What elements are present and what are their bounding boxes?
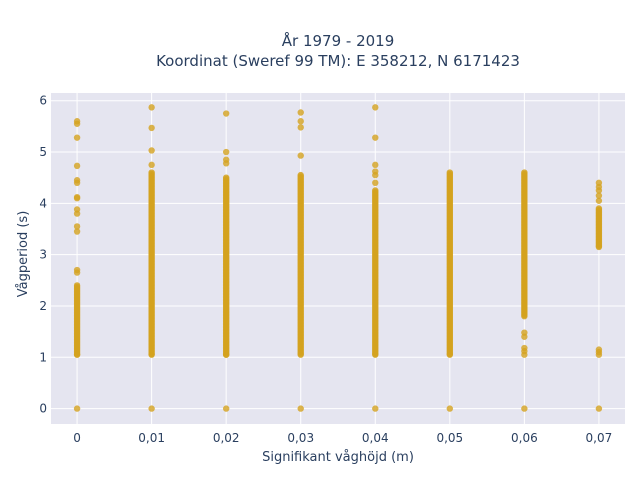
data-point [595,179,603,187]
x-tick-label: 0 [73,431,81,445]
data-point [222,148,230,156]
data-point [595,197,603,204]
x-tick-label: 0,06 [511,431,538,445]
y-axis-title: Vågperiod (s) [16,211,31,298]
data-point [372,104,379,111]
data-point [297,109,304,116]
data-point [372,161,379,169]
chart-title-line2: Koordinat (Sweref 99 TM): E 358212, N 61… [156,52,520,70]
data-point [222,405,230,412]
data-point [446,351,454,358]
data-point [521,313,528,320]
data-point [595,405,603,412]
data-point [222,351,230,358]
data-point [73,351,81,358]
data-point [297,124,304,131]
data-point [446,405,454,412]
data-point [372,405,379,412]
data-point [372,179,379,187]
data-point [521,405,528,412]
data-point [73,118,81,125]
x-tick-label: 0,05 [436,431,463,445]
x-tick-label: 0,02 [213,431,240,445]
data-point [148,124,155,132]
data-point [521,344,528,352]
data-points [73,104,603,412]
data-point [297,351,304,358]
data-point [297,152,304,159]
x-tick-label: 0,04 [362,431,389,445]
y-tick-label: 3 [39,248,47,262]
data-point [521,329,528,336]
x-tick-label: 0,01 [138,431,165,445]
data-point [73,193,81,201]
data-point [222,156,230,163]
y-tick-label: 4 [39,196,47,210]
data-point [297,405,304,412]
data-point [148,161,155,169]
x-tick-label: 0,07 [586,431,613,445]
y-tick-label: 1 [39,350,47,364]
y-tick-label: 0 [39,402,47,416]
data-point [222,110,230,117]
y-tick-label: 2 [39,299,47,313]
data-point [595,346,603,353]
x-tick-labels: 0 0,01 0,02 0,03 0,04 0,05 0,06 0,07 [73,431,612,445]
x-axis-title: Signifikant våghöjd (m) [262,450,414,465]
data-point [73,405,81,412]
data-point [148,405,155,412]
data-point [73,134,81,141]
chart-title-line1: År 1979 - 2019 [282,31,395,50]
data-point [73,206,81,213]
data-point [73,223,81,230]
data-point [73,228,81,235]
data-point [595,192,603,199]
data-point [73,162,81,170]
x-tick-label: 0,03 [287,431,314,445]
data-point [73,177,81,184]
data-point [148,351,155,358]
y-tick-labels: 0 1 2 3 4 5 6 [39,94,47,416]
data-point [372,168,379,175]
data-point [148,104,155,111]
y-tick-label: 5 [39,145,47,159]
y-tick-label: 6 [39,94,47,108]
plot-area [51,93,625,424]
data-point [297,118,304,125]
data-point [372,351,379,358]
data-point [73,266,81,274]
data-point [148,147,155,154]
data-point [595,243,603,251]
data-point [372,134,379,141]
